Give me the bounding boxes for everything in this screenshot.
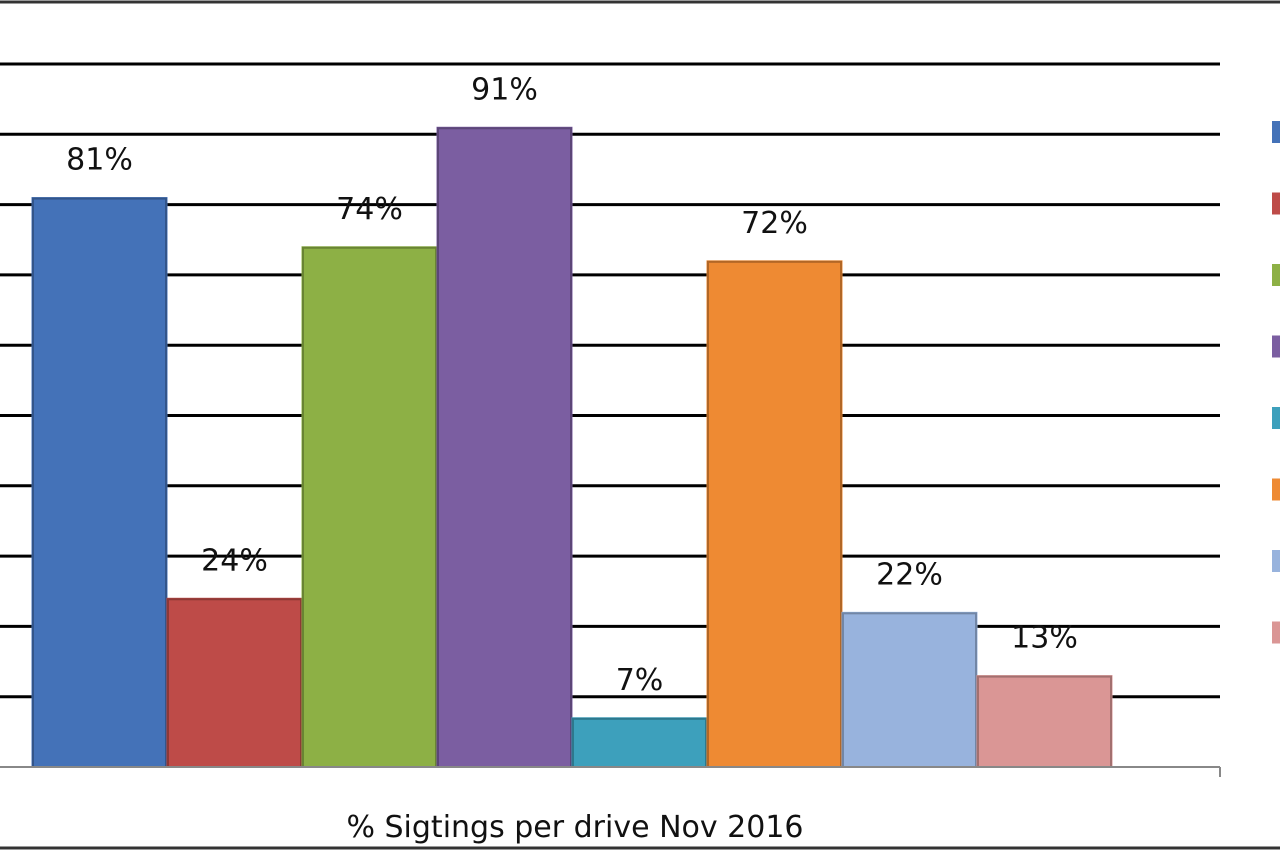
bar bbox=[841, 611, 978, 768]
data-label: 13% bbox=[1011, 621, 1078, 656]
bar bbox=[301, 246, 438, 768]
data-label: 91% bbox=[471, 72, 538, 107]
legend-marker bbox=[1272, 192, 1280, 215]
legend bbox=[1272, 121, 1280, 644]
data-label: 7% bbox=[616, 663, 664, 698]
bar bbox=[166, 597, 303, 768]
data-label: 74% bbox=[336, 192, 403, 227]
data-label: 81% bbox=[66, 143, 133, 178]
bars bbox=[31, 126, 1113, 769]
bar bbox=[571, 717, 708, 768]
legend-marker bbox=[1272, 478, 1280, 501]
legend-marker bbox=[1272, 335, 1280, 358]
legend-marker bbox=[1272, 550, 1280, 572]
x-axis-title: % Sigtings per drive Nov 2016 bbox=[346, 810, 803, 845]
legend-marker bbox=[1272, 121, 1280, 143]
data-labels: 81% 24% 74% 91% 7% 72% 22% 13% bbox=[66, 72, 1078, 698]
legend-marker bbox=[1272, 264, 1280, 286]
legend-marker bbox=[1272, 621, 1280, 644]
x-axis bbox=[0, 766, 1221, 777]
data-label: 24% bbox=[201, 543, 268, 578]
data-label: 22% bbox=[876, 557, 943, 592]
bar bbox=[706, 260, 843, 768]
bar bbox=[436, 126, 573, 768]
data-label: 72% bbox=[741, 206, 808, 241]
legend-marker bbox=[1272, 407, 1280, 429]
bar bbox=[976, 675, 1113, 768]
bar bbox=[31, 197, 168, 768]
